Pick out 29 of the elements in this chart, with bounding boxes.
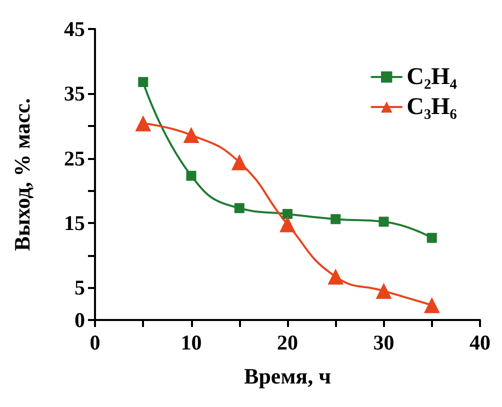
- x-tick-label: 30: [373, 330, 394, 354]
- point: [282, 208, 292, 219]
- point: [135, 115, 152, 132]
- legend-label: C₃H₆: [406, 94, 457, 120]
- point: [426, 232, 437, 243]
- y-tick-label: 5: [74, 276, 85, 300]
- point: [183, 127, 200, 144]
- y-tick-label: 45: [64, 17, 85, 41]
- point: [328, 268, 344, 285]
- point: [378, 216, 389, 227]
- x-tick-label: 20: [277, 330, 298, 354]
- x-tick-label: 10: [180, 330, 202, 354]
- y-tick-label: 25: [64, 146, 85, 170]
- point: [376, 282, 392, 299]
- y-tick-label: 15: [64, 211, 85, 235]
- legend-label: C₂H₄: [406, 64, 457, 90]
- y-axis-title: Выход, % масс.: [10, 98, 34, 251]
- x-tick-label: 40: [470, 330, 490, 354]
- y-tick-label: 35: [64, 82, 85, 106]
- x-tick-label: 0: [90, 330, 100, 354]
- point: [231, 154, 248, 170]
- point: [280, 216, 296, 232]
- point: [330, 214, 341, 224]
- point: [138, 77, 148, 88]
- y-tick-label: 0: [74, 308, 85, 332]
- point: [234, 203, 244, 214]
- point: [424, 297, 440, 314]
- point: [186, 170, 196, 181]
- x-axis-title: Время, ч: [244, 364, 331, 388]
